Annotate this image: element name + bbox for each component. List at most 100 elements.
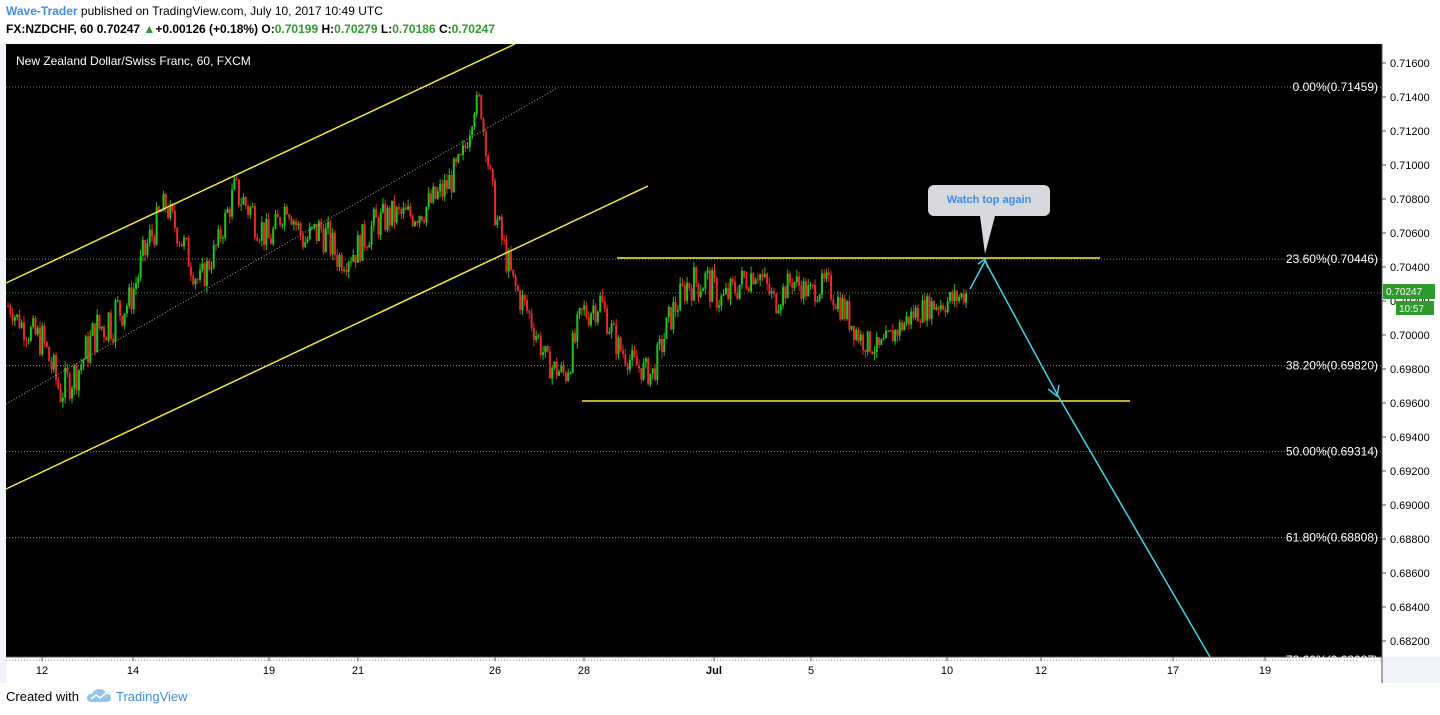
candle-body bbox=[306, 239, 309, 243]
candle-body bbox=[288, 214, 291, 219]
candle-body bbox=[61, 397, 64, 402]
candle-body bbox=[912, 311, 915, 318]
candle-body bbox=[301, 235, 304, 248]
candle-body bbox=[57, 379, 60, 389]
tradingview-cloud-icon[interactable] bbox=[86, 688, 112, 704]
candle-body bbox=[210, 267, 213, 270]
candle-body bbox=[649, 373, 652, 385]
candle-body bbox=[135, 283, 138, 289]
close-value: 0.70247 bbox=[451, 22, 496, 36]
candle-body bbox=[363, 224, 366, 248]
candle-body bbox=[313, 223, 316, 228]
candle-body bbox=[832, 299, 835, 306]
candle-body bbox=[452, 158, 455, 193]
candle-body bbox=[336, 254, 339, 268]
candle-body bbox=[548, 351, 551, 379]
candle-body bbox=[103, 326, 106, 338]
candle-body bbox=[894, 330, 897, 342]
candle-body bbox=[256, 237, 259, 241]
candle-body bbox=[361, 224, 364, 261]
candle-body bbox=[482, 118, 485, 132]
author-link[interactable]: Wave-Trader bbox=[6, 4, 78, 18]
current-price-tag: 0.70247 10:57 bbox=[1383, 284, 1435, 315]
candle-body bbox=[800, 285, 803, 299]
candle-body bbox=[750, 273, 753, 292]
x-tick-label: 19 bbox=[263, 665, 275, 677]
x-tick-label: 28 bbox=[578, 665, 590, 677]
candle-body bbox=[871, 351, 874, 354]
candle-body bbox=[347, 262, 350, 272]
candle-body bbox=[116, 300, 119, 302]
projection-arrowhead bbox=[977, 257, 989, 269]
candle-body bbox=[50, 361, 53, 370]
price-chart[interactable]: 0.00%(0.71459) 23.60%(0.70446) 38.20%(0.69… bbox=[0, 44, 1440, 683]
candle-body bbox=[932, 301, 935, 310]
candle-body bbox=[189, 266, 192, 276]
fibonacci-levels: 0.00%(0.71459) 23.60%(0.70446) 38.20%(0.69… bbox=[6, 80, 1382, 667]
candle-body bbox=[868, 331, 871, 352]
candle-body bbox=[253, 206, 256, 238]
candle-body bbox=[921, 300, 924, 323]
candle-body bbox=[59, 388, 62, 402]
candle-body bbox=[370, 225, 373, 245]
y-tick-label: 0.69000 bbox=[1390, 500, 1430, 512]
candle-body bbox=[834, 305, 837, 310]
candle-body bbox=[68, 373, 71, 399]
candle-body bbox=[283, 206, 286, 225]
tradingview-brand[interactable]: TradingView bbox=[116, 689, 188, 704]
candle-body bbox=[125, 305, 128, 314]
candle-body bbox=[43, 325, 46, 343]
candle-body bbox=[402, 207, 405, 214]
candle-body bbox=[638, 365, 641, 369]
candle-body bbox=[329, 221, 332, 255]
candle-body bbox=[702, 288, 705, 292]
ohlc-line: FX:NZDCHF, 60 0.70247 ▲+0.00126 (+0.18%)… bbox=[6, 21, 495, 37]
candle-body bbox=[738, 284, 741, 299]
candle-body bbox=[816, 300, 819, 302]
candle-body bbox=[782, 286, 785, 306]
candle-body bbox=[942, 305, 945, 310]
candle-body bbox=[720, 295, 723, 306]
candle-body bbox=[489, 165, 492, 169]
candle-body bbox=[688, 282, 691, 289]
x-tick-label: 14 bbox=[127, 665, 139, 677]
candle-body bbox=[224, 212, 227, 238]
candle-body bbox=[795, 276, 798, 283]
published-text: published on TradingView.com, July 10, 2… bbox=[77, 4, 383, 18]
candle-body bbox=[592, 305, 595, 314]
candle-body bbox=[722, 294, 725, 296]
plot-area[interactable] bbox=[6, 44, 1382, 657]
drawings bbox=[5, 44, 1211, 658]
candle-body bbox=[786, 273, 789, 299]
x-tick-label: 19 bbox=[1259, 665, 1271, 677]
candle-body bbox=[715, 278, 718, 308]
candle-body bbox=[939, 305, 942, 310]
candle-body bbox=[409, 206, 412, 217]
candle-body bbox=[724, 288, 727, 295]
candle-body bbox=[516, 286, 519, 291]
candle-body bbox=[711, 270, 714, 302]
candle-body bbox=[528, 310, 531, 314]
candle-body bbox=[11, 313, 14, 321]
candle-body bbox=[603, 302, 606, 309]
candle-body bbox=[208, 261, 211, 270]
channel-upper-line bbox=[5, 44, 516, 284]
candle-body bbox=[697, 283, 700, 297]
candle-body bbox=[263, 222, 266, 245]
time-scale[interactable] bbox=[6, 657, 1382, 683]
candle-body bbox=[109, 312, 112, 339]
candle-body bbox=[651, 368, 654, 374]
candle-body bbox=[880, 339, 883, 345]
candle-body bbox=[617, 337, 620, 354]
y-tick-label: 0.70600 bbox=[1390, 228, 1430, 240]
candle-body bbox=[866, 331, 869, 352]
fib-label: 78.60%(0.68087) bbox=[1286, 653, 1378, 667]
candle-body bbox=[903, 323, 906, 331]
candle-body bbox=[761, 274, 764, 277]
price-scale[interactable] bbox=[1382, 44, 1440, 657]
candle-body bbox=[766, 273, 769, 284]
candle-body bbox=[779, 305, 782, 311]
candle-body bbox=[953, 290, 956, 302]
candle-body bbox=[379, 212, 382, 235]
candle-body bbox=[747, 288, 750, 292]
